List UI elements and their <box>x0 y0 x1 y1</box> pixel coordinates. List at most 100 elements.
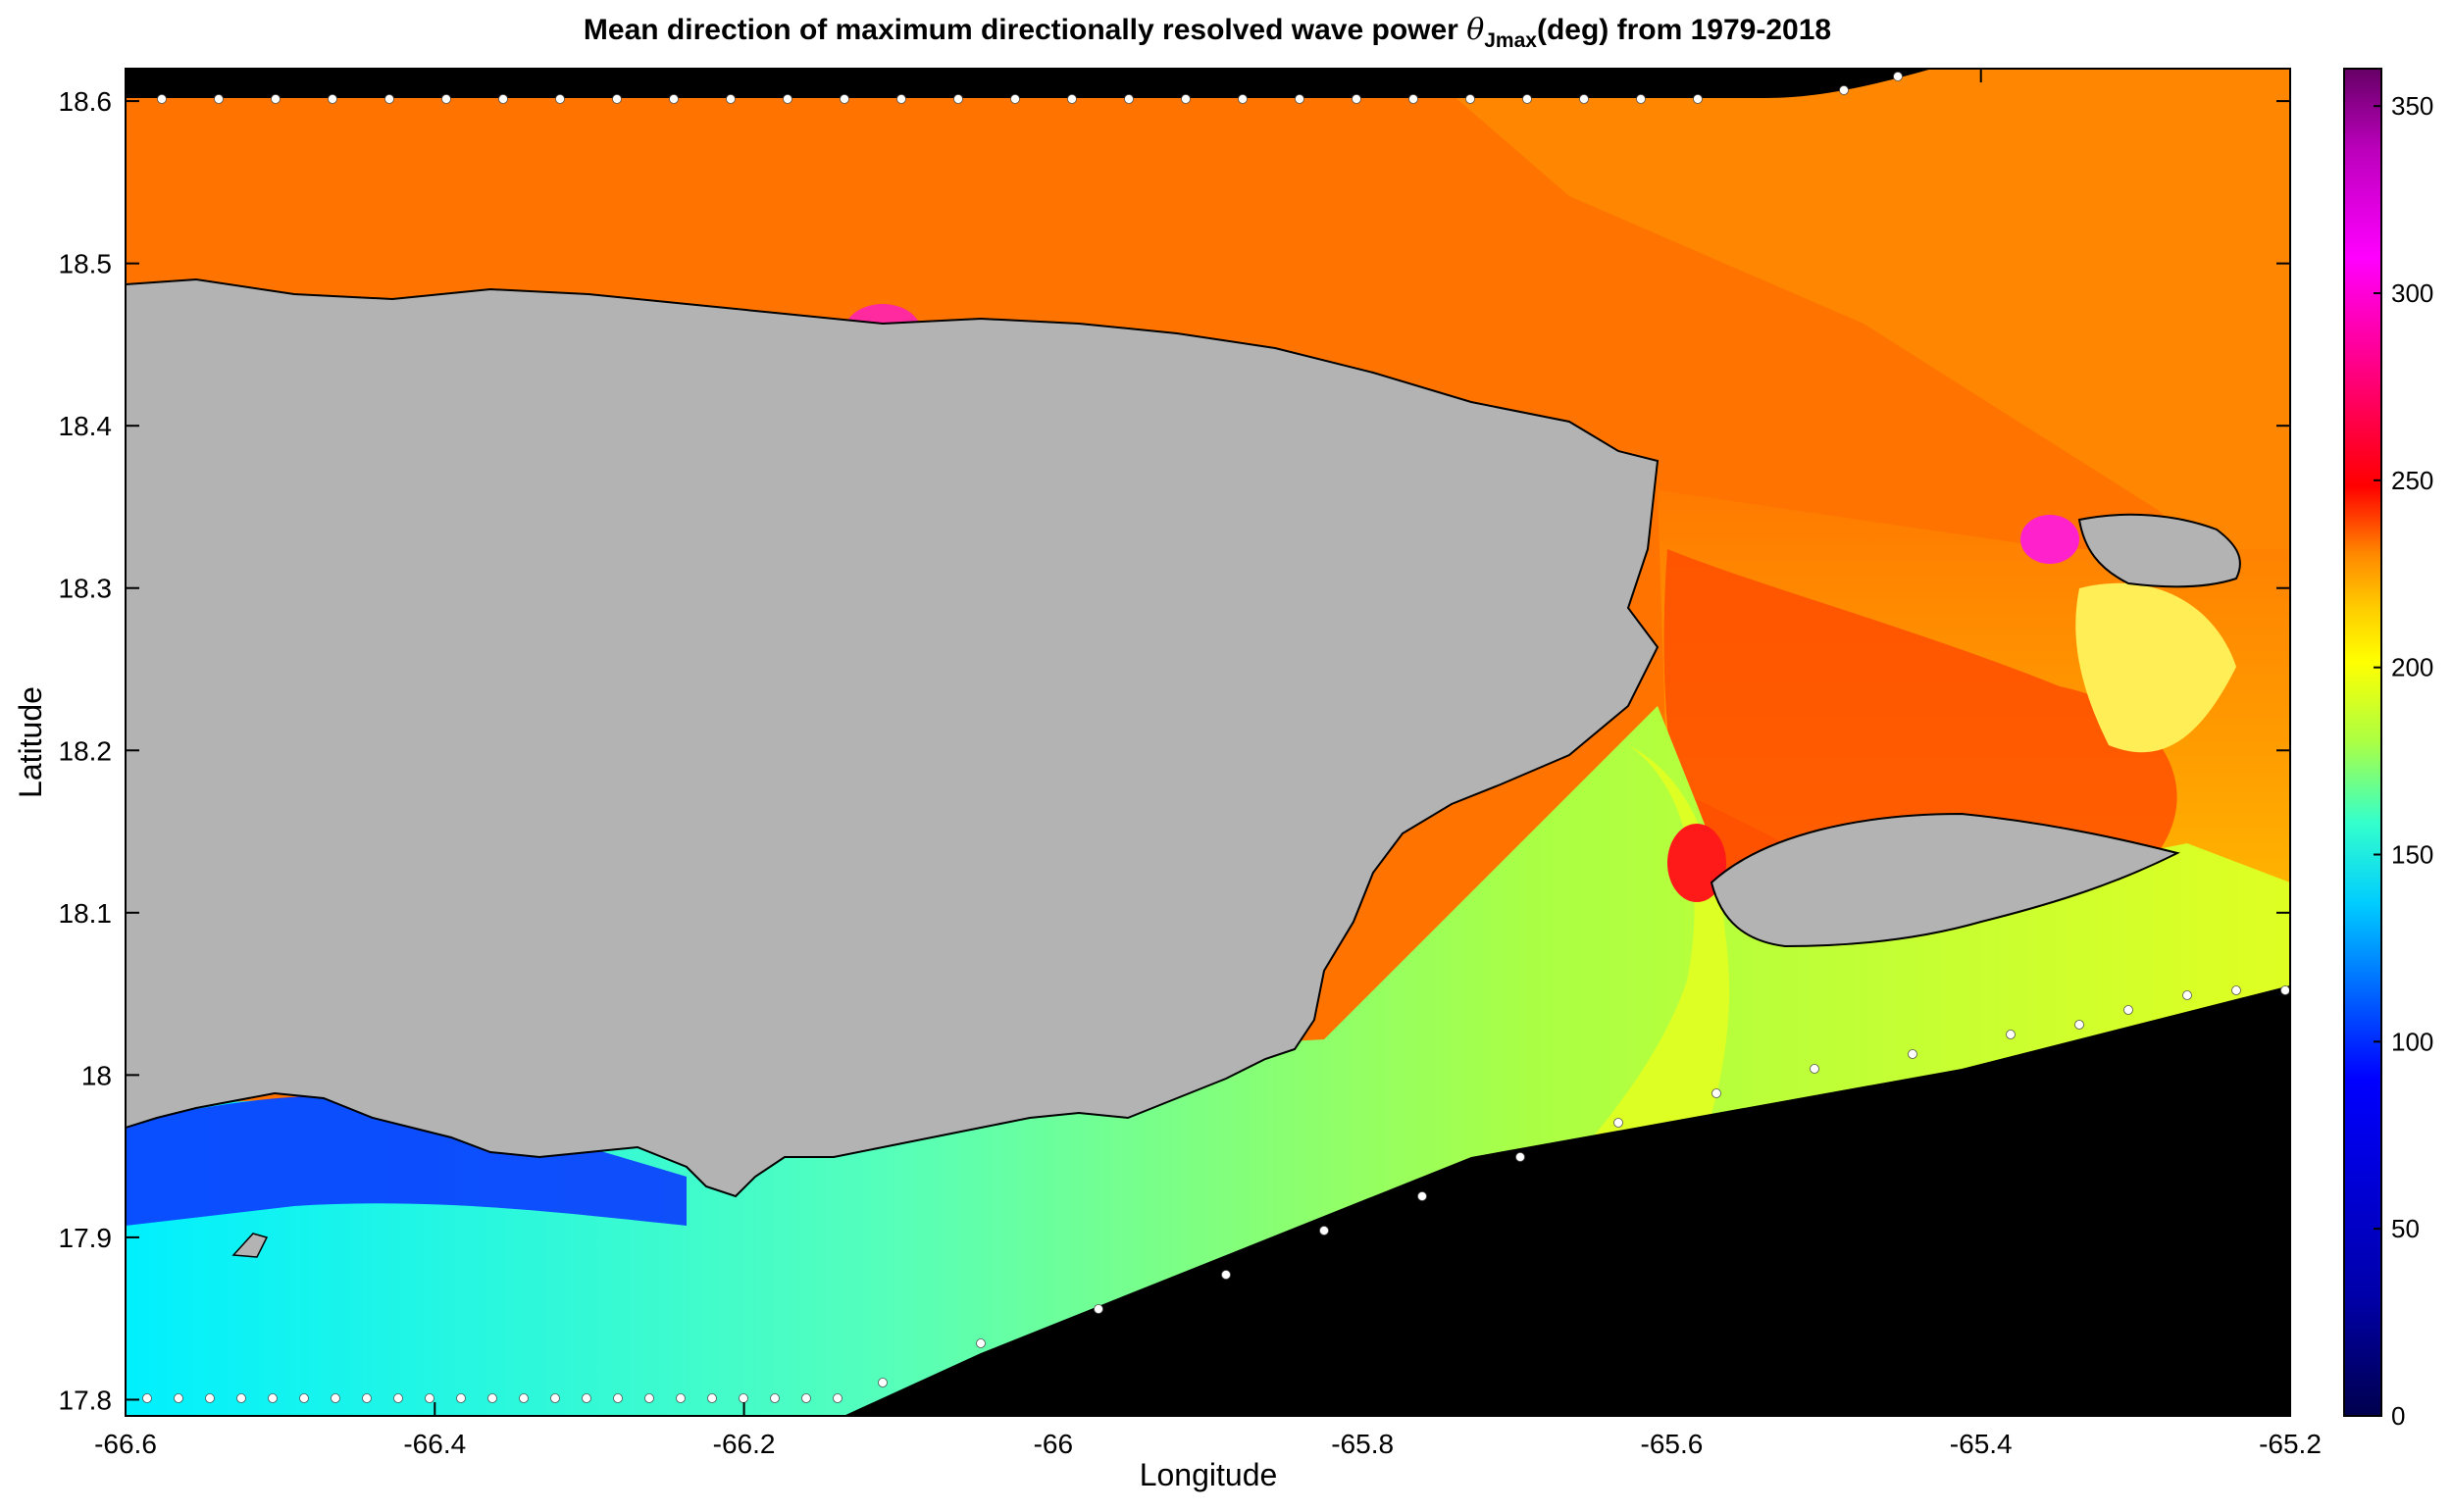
boundary-point <box>976 1338 986 1348</box>
y-axis-label: Latitude <box>13 686 48 798</box>
ocean-yellow-patch <box>2075 582 2236 753</box>
boundary-point <box>669 94 679 104</box>
boundary-point <box>555 94 565 104</box>
y-tick-label: 18.2 <box>59 735 113 766</box>
colorbar-gradient <box>2344 69 2381 1416</box>
x-tick-label: -65.2 <box>2259 1429 2322 1459</box>
boundary-point <box>833 1393 843 1403</box>
y-tick-label: 18.3 <box>59 574 113 604</box>
boundary-point <box>801 1393 811 1403</box>
boundary-point <box>1352 94 1361 104</box>
boundary-point <box>1238 94 1248 104</box>
boundary-point <box>739 1393 748 1403</box>
boundary-point <box>498 94 508 104</box>
land-ne-islet <box>2077 513 2241 588</box>
x-tick-label: -65.6 <box>1641 1429 1704 1459</box>
plot-frame <box>125 68 2291 1417</box>
y-tick-label: 18.4 <box>59 411 113 441</box>
boundary-point <box>896 94 906 104</box>
colorbar-tick-label: 200 <box>2391 653 2433 682</box>
boundary-point <box>1124 94 1134 104</box>
mask-southeast <box>843 985 2290 1416</box>
boundary-point <box>582 1393 591 1403</box>
boundary-point <box>783 94 792 104</box>
boundary-point <box>1522 94 1532 104</box>
boundary-point <box>425 1393 434 1403</box>
colorbar: 0 50 100 150 200 250 300 350 <box>2343 68 2433 1431</box>
y-tick-label: 18.6 <box>59 86 113 117</box>
boundary-point <box>487 1393 497 1403</box>
boundary-point <box>953 94 963 104</box>
boundary-point <box>1417 1191 1427 1201</box>
x-tick-label: -66 <box>1034 1429 1073 1459</box>
boundary-point <box>1711 1088 1721 1098</box>
boundary-point <box>1094 1304 1103 1314</box>
boundary-point <box>644 1393 654 1403</box>
x-tick-label: -66.4 <box>403 1429 466 1459</box>
boundary-point <box>2074 1020 2084 1030</box>
boundary-point <box>268 1393 278 1403</box>
x-tick-label: -66.2 <box>713 1429 776 1459</box>
boundary-point <box>1408 94 1418 104</box>
boundary-point <box>1839 85 1849 95</box>
boundary-point <box>1181 94 1191 104</box>
colorbar-tick-label: 50 <box>2391 1214 2420 1243</box>
x-tick-label: -65.8 <box>1331 1429 1394 1459</box>
y-tick-label: 17.8 <box>59 1385 113 1415</box>
boundary-point <box>878 1378 888 1387</box>
boundary-point <box>174 1393 183 1403</box>
boundary-point <box>441 94 451 104</box>
boundary-point <box>2280 985 2290 995</box>
boundary-point <box>1319 1226 1329 1235</box>
boundary-point <box>1613 1118 1623 1128</box>
boundary-point <box>519 1393 529 1403</box>
boundary-point <box>328 94 337 104</box>
boundary-point <box>1010 94 1020 104</box>
boundary-point <box>142 1393 152 1403</box>
boundary-point <box>770 1393 780 1403</box>
boundary-point <box>236 1393 246 1403</box>
colorbar-tick-label: 0 <box>2391 1401 2405 1431</box>
boundary-points <box>142 72 2290 1403</box>
y-axis: 17.8 17.9 18 18.1 18.2 18.3 18.4 18.5 18.6 <box>59 86 2290 1415</box>
magenta-patch-2 <box>2020 515 2079 564</box>
boundary-point <box>393 1393 403 1403</box>
boundary-point <box>362 1393 372 1403</box>
boundary-point <box>1893 72 1903 81</box>
boundary-point <box>707 1393 717 1403</box>
boundary-point <box>1515 1152 1525 1162</box>
boundary-point <box>271 94 281 104</box>
boundary-point <box>205 1393 215 1403</box>
boundary-point <box>1810 1064 1819 1074</box>
boundary-point <box>726 94 736 104</box>
map-field <box>126 69 2290 1416</box>
boundary-point <box>1693 94 1703 104</box>
boundary-point <box>613 1393 623 1403</box>
boundary-point <box>384 94 394 104</box>
boundary-point <box>1465 94 1475 104</box>
boundary-point <box>157 94 167 104</box>
boundary-point <box>1221 1270 1231 1280</box>
boundary-point <box>1295 94 1304 104</box>
ocean-blue-nearshore <box>126 1095 687 1226</box>
boundary-point <box>1908 1049 1917 1059</box>
land-sw-islet <box>231 1233 269 1258</box>
colorbar-tick-label: 150 <box>2391 840 2433 870</box>
boundary-point <box>214 94 224 104</box>
boundary-point <box>331 1393 340 1403</box>
y-tick-label: 17.9 <box>59 1223 113 1253</box>
boundary-point <box>612 94 622 104</box>
chart-title: Mean direction of maximum directionally … <box>584 13 1831 52</box>
y-tick-label: 18.5 <box>59 249 113 279</box>
colorbar-tick-label: 300 <box>2391 278 2433 308</box>
boundary-point <box>840 94 849 104</box>
x-tick-label: -65.4 <box>1950 1429 2013 1459</box>
boundary-point <box>550 1393 560 1403</box>
ocean-northeast <box>1422 69 2290 637</box>
colorbar-tick-label: 100 <box>2391 1027 2433 1056</box>
boundary-point <box>2182 990 2192 1000</box>
boundary-point <box>2231 985 2241 995</box>
land-east-island <box>1710 812 2180 948</box>
boundary-point <box>2006 1030 2016 1039</box>
